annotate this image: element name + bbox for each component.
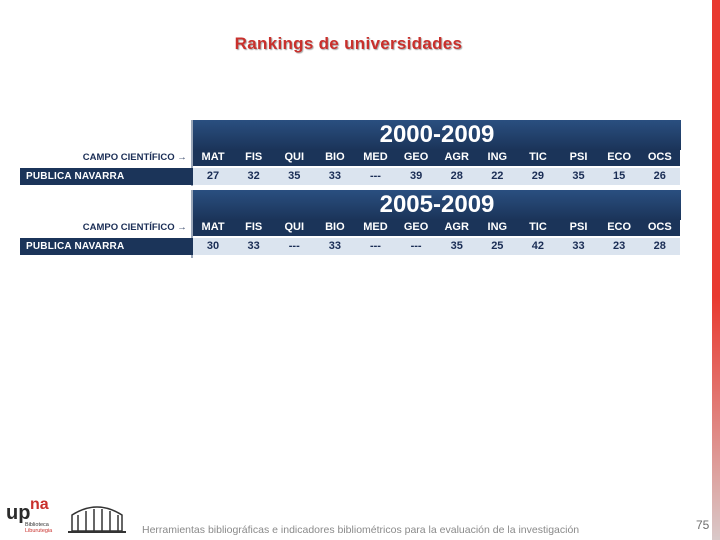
rank-cell: 33 xyxy=(572,240,585,252)
column-header: OCS xyxy=(647,221,672,233)
rank-values: 30 33 --- 33 --- --- 35 25 42 33 23 28 xyxy=(192,238,680,255)
period-heading: 2000-2009 xyxy=(193,120,681,150)
field-label: CAMPO CIENTÍFICO → xyxy=(82,152,187,163)
footer-text: Herramientas bibliográficas e indicadore… xyxy=(142,524,580,536)
column-header: QUI xyxy=(284,151,305,163)
slide-title: Rankings de universidades xyxy=(234,34,463,53)
column-header: MAT xyxy=(201,151,225,163)
column-header: ING xyxy=(487,221,508,233)
header-row: CAMPO CIENTÍFICO → MAT FIS QUI BIO MED G… xyxy=(20,219,680,236)
rank-cell: 26 xyxy=(653,170,666,182)
rank-cell: 25 xyxy=(491,240,504,252)
column-header: PSI xyxy=(569,151,588,163)
rank-cell: --- xyxy=(410,240,422,252)
upna-library-logo: up na Biblioteca Liburutegia xyxy=(6,496,131,536)
university-label: PUBLICA NAVARRA xyxy=(20,168,193,185)
rank-cell: 35 xyxy=(572,170,585,182)
rank-values: 27 32 35 33 --- 39 28 22 29 35 15 26 xyxy=(192,168,680,185)
rank-cell: 29 xyxy=(531,170,545,182)
column-header: FIS xyxy=(245,221,263,233)
rank-cell: 28 xyxy=(450,170,463,182)
period-heading: 2005-2009 xyxy=(193,190,681,220)
rank-cell: 15 xyxy=(613,170,626,182)
column-divider xyxy=(191,120,193,186)
rank-cell: 32 xyxy=(247,170,260,182)
column-header: ECO xyxy=(607,221,632,233)
logo-subtitle: Biblioteca Liburutegia xyxy=(25,522,53,534)
column-header: MED xyxy=(363,221,388,233)
rank-cell: 33 xyxy=(328,240,341,252)
table-row: PUBLICA NAVARRA 27 32 35 33 --- 39 28 22… xyxy=(20,168,680,185)
page-number: 75 xyxy=(696,518,710,532)
column-header: TIC xyxy=(529,221,547,233)
column-headers: MAT FIS QUI BIO MED GEO AGR ING TIC PSI … xyxy=(192,149,680,166)
rank-cell: 39 xyxy=(409,170,423,182)
column-header: MED xyxy=(363,151,388,163)
rank-cell: --- xyxy=(288,240,300,252)
column-header: ECO xyxy=(607,151,632,163)
column-header: BIO xyxy=(325,151,345,163)
rank-cell: 28 xyxy=(653,240,666,252)
column-headers: MAT FIS QUI BIO MED GEO AGR ING TIC PSI … xyxy=(192,219,680,236)
column-header: TIC xyxy=(529,151,547,163)
column-header: AGR xyxy=(444,221,469,233)
rank-cell: 27 xyxy=(206,170,220,182)
rank-cell: 35 xyxy=(288,170,301,182)
logo-na-text: na xyxy=(30,496,49,513)
column-divider xyxy=(191,190,193,258)
column-header: QUI xyxy=(284,221,305,233)
column-header: PSI xyxy=(569,221,588,233)
column-header: BIO xyxy=(325,221,345,233)
university-label: PUBLICA NAVARRA xyxy=(20,238,193,255)
rank-cell: 22 xyxy=(491,170,504,182)
rank-cell: 33 xyxy=(247,240,260,252)
rank-cell: 30 xyxy=(206,240,220,252)
column-header: ING xyxy=(487,151,508,163)
rank-cell: --- xyxy=(369,240,381,252)
rank-cell: 33 xyxy=(328,170,341,182)
field-label: CAMPO CIENTÍFICO → xyxy=(82,222,187,233)
column-header: FIS xyxy=(245,151,263,163)
column-header: GEO xyxy=(403,221,429,233)
rank-cell: --- xyxy=(369,170,381,182)
right-accent-band xyxy=(712,0,720,540)
rank-cell: 35 xyxy=(450,240,463,252)
library-building-icon xyxy=(68,506,126,533)
column-header: OCS xyxy=(647,151,672,163)
rank-cell: 23 xyxy=(613,240,626,252)
rank-cell: 42 xyxy=(531,240,545,252)
table-row: PUBLICA NAVARRA 30 33 --- 33 --- --- 35 … xyxy=(20,238,680,255)
header-row: CAMPO CIENTÍFICO → MAT FIS QUI BIO MED G… xyxy=(20,149,680,166)
logo-up-text: up xyxy=(6,502,31,524)
column-header: GEO xyxy=(403,151,429,163)
column-header: MAT xyxy=(201,221,225,233)
column-header: AGR xyxy=(444,151,469,163)
